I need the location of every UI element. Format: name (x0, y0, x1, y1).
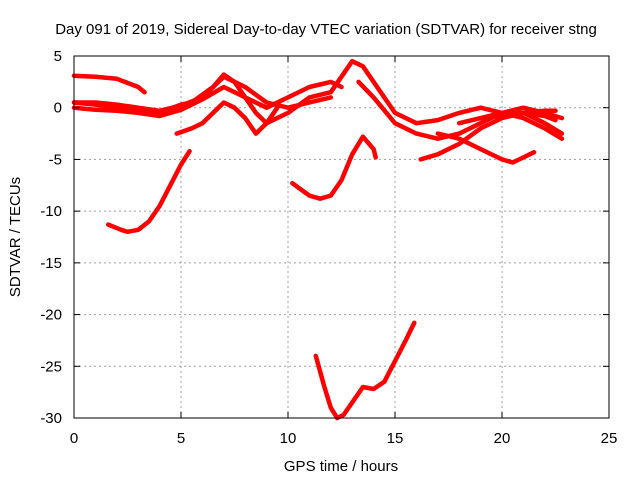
y-tick-label: -5 (49, 151, 62, 168)
series-arc-07 (290, 134, 378, 201)
y-tick-label: -20 (40, 307, 62, 324)
y-tick-label: -30 (40, 410, 62, 427)
series-group (71, 58, 565, 421)
series-arc-09 (356, 79, 565, 141)
chart-title: Day 091 of 2019, Sidereal Day-to-day VTE… (55, 21, 597, 38)
x-tick-label: 10 (280, 430, 297, 447)
series-arc-06 (105, 148, 192, 235)
series-arc-13 (478, 108, 558, 121)
series-arc-11 (435, 131, 537, 165)
y-axis-label: SDTVAR / TECUs (7, 177, 24, 297)
series-arc-01 (71, 73, 147, 95)
y-tick-label: 5 (54, 48, 62, 65)
plot-frame (73, 55, 610, 419)
series-arc-04 (71, 74, 334, 114)
y-tick-label: 0 (54, 100, 62, 117)
x-tick-label: 0 (70, 430, 78, 447)
x-axis-label: GPS time / hours (284, 458, 398, 475)
ticks: 0 5 10 15 20 25 5 0 -5 -10 -15 -20 -25 -30 (40, 48, 617, 447)
series-arc-05 (174, 100, 280, 136)
x-tick-label: 5 (177, 430, 185, 447)
y-tick-label: -10 (40, 203, 62, 220)
x-tick-label: 25 (601, 430, 618, 447)
x-tick-label: 15 (387, 430, 404, 447)
series-arc-10 (418, 110, 558, 162)
y-tick-label: -25 (40, 358, 62, 375)
y-tick-label: -15 (40, 255, 62, 272)
x-tick-label: 20 (494, 430, 511, 447)
series-arc-08 (313, 320, 417, 421)
series-arc-03 (71, 79, 344, 119)
